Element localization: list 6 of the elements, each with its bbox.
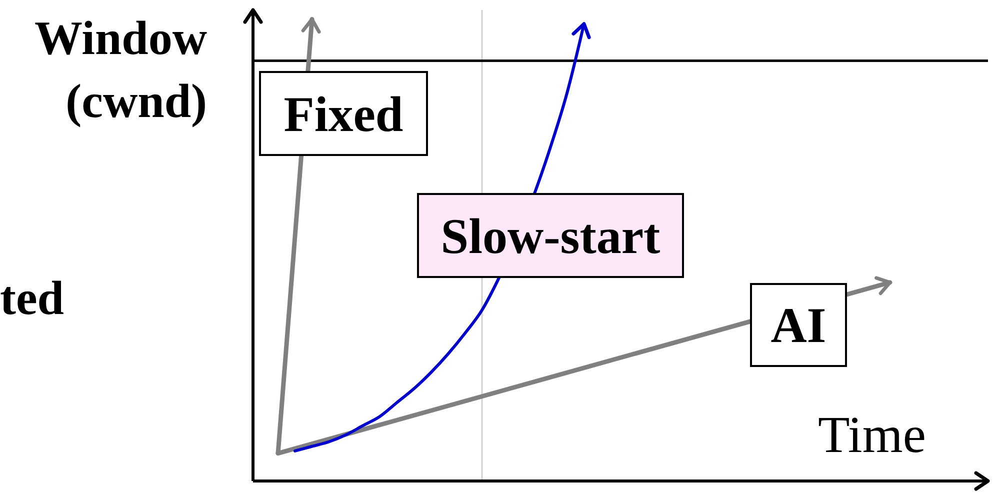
y-axis-title: Window (cwnd) bbox=[33, 11, 207, 130]
series-label: Slow-start bbox=[417, 193, 684, 278]
series-label: Fixed bbox=[259, 71, 428, 156]
series-label: AI bbox=[750, 283, 847, 367]
x-axis-title: Time bbox=[818, 407, 926, 464]
text: ted bbox=[0, 272, 64, 325]
